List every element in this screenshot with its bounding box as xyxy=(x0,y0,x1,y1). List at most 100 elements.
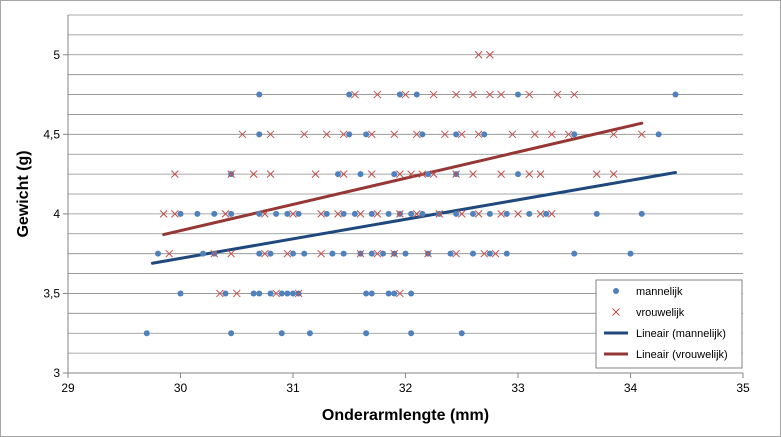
data-point-mannelijk xyxy=(363,290,370,297)
data-point-vrouwelijk xyxy=(637,130,646,139)
data-point-mannelijk xyxy=(385,290,392,297)
data-point-mannelijk xyxy=(273,210,280,217)
legend-symbol xyxy=(613,288,619,294)
data-point-mannelijk xyxy=(357,171,364,178)
data-point-mannelijk xyxy=(301,250,308,257)
data-point-mannelijk xyxy=(396,91,403,98)
data-point-mannelijk xyxy=(363,330,370,337)
data-point-mannelijk xyxy=(453,131,460,138)
x-tick-label: 31 xyxy=(286,381,300,395)
data-point-vrouwelijk xyxy=(547,130,556,139)
data-point-mannelijk xyxy=(278,290,285,297)
data-point-vrouwelijk xyxy=(497,170,505,178)
x-tick-label: 30 xyxy=(174,381,188,395)
x-tick-label: 32 xyxy=(399,381,413,395)
data-point-vrouwelijk xyxy=(407,170,415,178)
data-point-mannelijk xyxy=(211,210,218,217)
data-point-vrouwelijk xyxy=(232,289,241,298)
data-point-mannelijk xyxy=(571,131,578,138)
data-point-vrouwelijk xyxy=(171,210,179,218)
data-point-mannelijk xyxy=(447,250,454,257)
data-point-vrouwelijk xyxy=(390,130,399,139)
x-tick-label: 35 xyxy=(736,381,750,395)
legend-label: Lineair (vrouwelijk) xyxy=(636,349,728,361)
data-point-mannelijk xyxy=(408,210,415,217)
data-point-vrouwelijk xyxy=(266,130,275,139)
data-point-mannelijk xyxy=(177,210,184,217)
data-point-mannelijk xyxy=(250,290,257,297)
data-point-vrouwelijk xyxy=(525,90,534,99)
data-point-vrouwelijk xyxy=(210,249,219,258)
trendline xyxy=(162,121,644,237)
data-point-mannelijk xyxy=(194,210,201,217)
data-point-vrouwelijk xyxy=(418,170,427,178)
data-point-vrouwelijk xyxy=(373,90,382,99)
data-point-mannelijk xyxy=(470,250,476,257)
data-point-vrouwelijk xyxy=(609,130,618,139)
data-point-mannelijk xyxy=(672,91,679,98)
data-point-mannelijk xyxy=(593,210,600,217)
data-point-mannelijk xyxy=(470,210,476,217)
data-point-vrouwelijk xyxy=(266,170,275,178)
data-point-vrouwelijk xyxy=(373,249,382,258)
trendlines xyxy=(150,121,677,265)
data-point-mannelijk xyxy=(419,131,426,138)
data-point-mannelijk xyxy=(391,171,398,178)
data-point-mannelijk xyxy=(453,210,460,217)
data-point-vrouwelijk xyxy=(474,130,483,139)
data-point-mannelijk xyxy=(402,250,409,257)
data-point-mannelijk xyxy=(638,210,645,217)
data-point-vrouwelijk xyxy=(435,210,444,218)
data-point-mannelijk xyxy=(323,210,330,217)
data-point-vrouwelijk xyxy=(508,130,517,139)
legend-label: vrouwelijk xyxy=(636,307,685,319)
data-point-vrouwelijk xyxy=(261,249,269,258)
data-point-mannelijk xyxy=(627,250,634,257)
x-axis-title: Onderarmlengte (mm) xyxy=(322,407,489,424)
data-point-vrouwelijk xyxy=(159,210,168,218)
data-point-vrouwelijk xyxy=(289,210,297,218)
data-point-mannelijk xyxy=(515,171,521,178)
data-point-vrouwelijk xyxy=(486,90,494,99)
data-point-mannelijk xyxy=(228,330,235,337)
data-point-mannelijk xyxy=(486,210,493,217)
data-point-mannelijk xyxy=(368,210,375,217)
data-point-mannelijk xyxy=(306,330,313,337)
data-point-vrouwelijk xyxy=(261,210,269,218)
data-point-vrouwelijk xyxy=(351,90,359,99)
data-point-mannelijk xyxy=(419,210,426,217)
data-point-mannelijk xyxy=(284,210,291,217)
data-point-mannelijk xyxy=(256,91,263,98)
data-point-mannelijk xyxy=(177,290,184,297)
y-tick-label: 3 xyxy=(53,366,60,380)
data-point-mannelijk xyxy=(256,290,263,297)
data-point-mannelijk xyxy=(503,210,510,217)
data-point-vrouwelijk xyxy=(412,130,421,139)
data-point-mannelijk xyxy=(290,250,296,257)
data-point-vrouwelijk xyxy=(497,210,505,218)
data-point-mannelijk xyxy=(143,330,150,337)
data-point-mannelijk xyxy=(515,91,521,98)
data-point-vrouwelijk xyxy=(486,50,494,59)
data-point-mannelijk xyxy=(351,210,358,217)
data-point-vrouwelijk xyxy=(452,90,460,99)
data-point-mannelijk xyxy=(267,290,274,297)
data-point-vrouwelijk xyxy=(441,130,449,139)
data-point-mannelijk xyxy=(200,250,206,257)
data-point-mannelijk xyxy=(458,330,465,337)
data-point-vrouwelijk xyxy=(457,210,466,218)
data-point-vrouwelijk xyxy=(424,249,432,258)
data-point-vrouwelijk xyxy=(474,210,483,218)
legend-label: mannelijk xyxy=(636,286,683,298)
data-point-vrouwelijk xyxy=(401,90,410,99)
data-point-vrouwelijk xyxy=(514,210,522,218)
data-point-vrouwelijk xyxy=(390,249,399,258)
data-point-mannelijk xyxy=(335,171,341,178)
data-point-mannelijk xyxy=(346,131,353,138)
data-point-mannelijk xyxy=(408,330,415,337)
data-point-vrouwelijk xyxy=(396,210,404,218)
tick-labels: 29 30 31 32 33 34 35 3 3,5 4 4,5 5 xyxy=(43,48,750,395)
x-tick-label: 34 xyxy=(624,381,638,395)
data-point-mannelijk xyxy=(526,210,533,217)
data-point-vrouwelijk xyxy=(469,170,477,178)
